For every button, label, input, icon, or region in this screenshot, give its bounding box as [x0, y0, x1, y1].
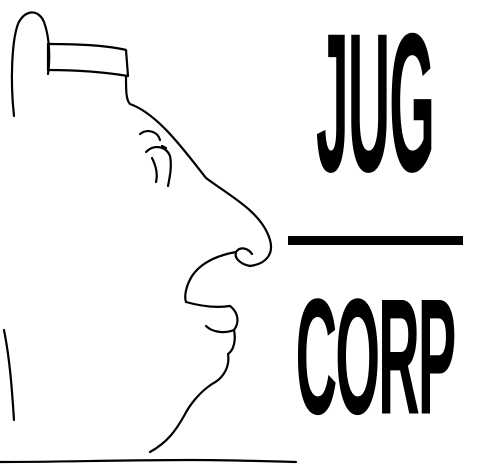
face-profile-line-drawing-icon [0, 11, 298, 464]
wordmark-divider [288, 236, 463, 245]
wordmark-top-text: JUG [316, 0, 435, 214]
wordmark-bottom-text: CORP [295, 265, 457, 450]
wordmark: JUG CORP [272, 0, 482, 466]
